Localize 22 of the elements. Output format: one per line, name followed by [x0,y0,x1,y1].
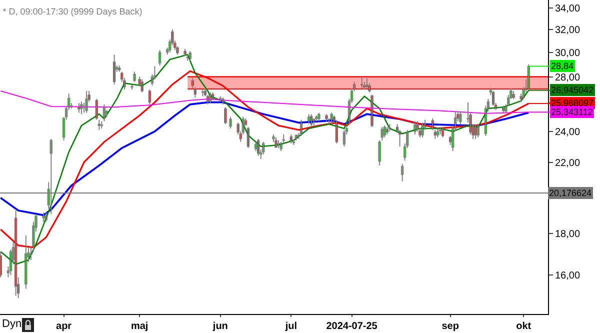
ref-line-label: 20,176624 [549,188,592,198]
x-tick-label: okt [516,321,532,332]
data-label: 25,343112 [551,107,593,117]
y-tick-label: 34,00 [555,3,580,14]
y-tick-label: 28,00 [555,72,580,84]
y-tick-label: 16,00 [555,270,580,282]
text: * D, 09:00-17:30 (9999 Days Back) [2,6,142,17]
x-tick-label: jul [284,321,298,332]
x-tick-label: sep [442,321,459,332]
data-label: 25,968097 [551,98,594,108]
x-tick-label: jun [212,321,228,332]
text: Dyn [2,318,22,330]
y-tick-label: 32,00 [555,24,580,36]
y-tick-label: 30,00 [555,48,580,59]
text: 28,84 [551,61,574,71]
y-tick-label: 24,00 [555,126,580,138]
y-tick-label: 22,00 [555,158,580,169]
data-label: 26,945042 [551,85,594,95]
x-tick-label: maj [130,321,148,332]
x-tick-label: apr [56,321,72,332]
x-tick-label: 2024-07-25 [326,321,378,332]
y-tick-label: 18,00 [555,228,580,240]
